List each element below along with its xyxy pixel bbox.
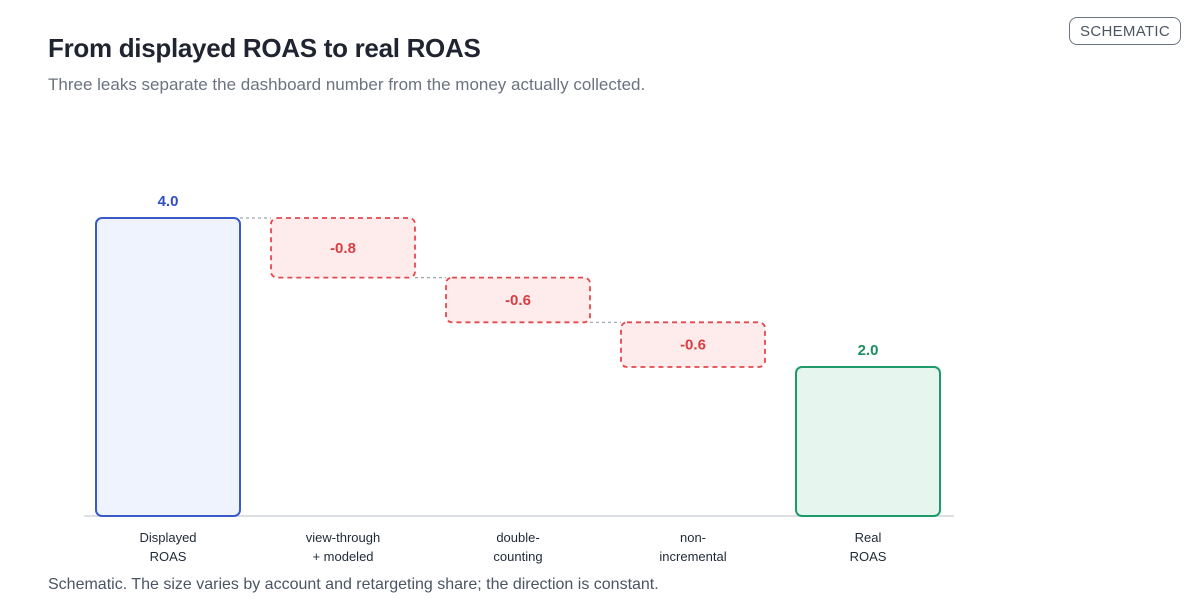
x-tick-label-2-0: double-	[496, 530, 539, 545]
x-tick-label-2-1: counting	[493, 549, 542, 564]
x-tick-label-1-0: view-through	[306, 530, 380, 545]
data-label-0: 4.0	[158, 193, 179, 210]
x-tick-label-3-1: incremental	[659, 549, 726, 564]
chart-subtitle: Three leaks separate the dashboard numbe…	[48, 75, 646, 94]
bar-leak-2	[445, 276, 591, 324]
bar-real-roas	[795, 366, 941, 517]
bar-leak-1	[270, 217, 416, 279]
x-tick-label-4-0: Real	[855, 530, 882, 545]
x-tick-label-1-1: + modeled	[312, 549, 373, 564]
chart-footnote: Schematic. The size varies by account an…	[48, 576, 659, 593]
data-label-4: 2.0	[858, 342, 879, 359]
data-label-1: -0.8	[330, 240, 356, 257]
x-tick-label-0-1: ROAS	[150, 549, 187, 564]
x-tick-label-0-0: Displayed	[139, 530, 196, 545]
x-tick-label-4-1: ROAS	[850, 549, 887, 564]
data-label-2: -0.6	[505, 292, 531, 309]
data-label-3: -0.6	[680, 337, 706, 354]
x-tick-label-3-0: non-	[680, 530, 706, 545]
bar-displayed-roas	[95, 217, 241, 517]
bar-leak-3	[620, 321, 766, 368]
schematic-badge: SCHEMATIC	[1069, 17, 1181, 45]
chart-title: From displayed ROAS to real ROAS	[48, 33, 481, 63]
